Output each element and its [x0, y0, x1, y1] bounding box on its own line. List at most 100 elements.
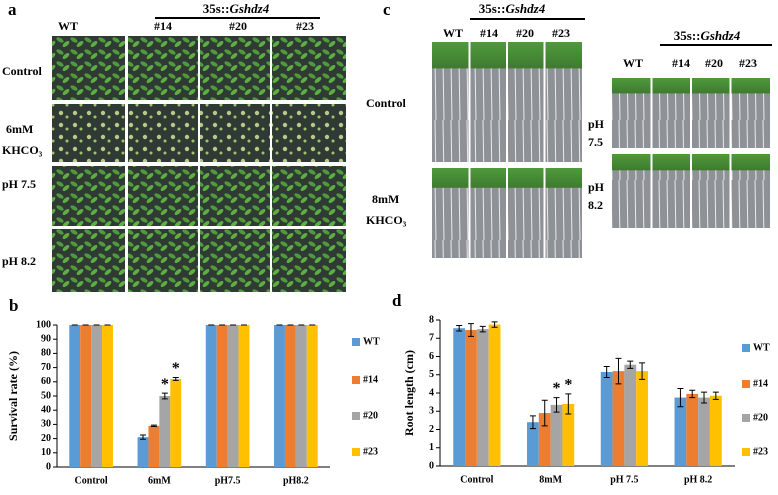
- error-bar: [541, 399, 548, 427]
- photo: [200, 36, 270, 100]
- legend-label: #14: [363, 374, 378, 385]
- error-bar: [677, 387, 684, 408]
- legend-label: #23: [753, 446, 768, 457]
- legend-swatch: [742, 448, 750, 456]
- row-label: 8mM: [372, 192, 399, 206]
- bar: [216, 325, 228, 467]
- legend-label: #20: [363, 410, 378, 421]
- y-tick-label: 40: [41, 404, 51, 415]
- x-tick-label: 8mM: [539, 474, 562, 485]
- bar: [636, 371, 648, 466]
- bar: [612, 371, 625, 466]
- row-label: pH: [588, 117, 605, 131]
- photo: [128, 36, 198, 100]
- significance-mark: *: [172, 360, 180, 377]
- bar: [170, 378, 182, 467]
- legend-label: WT: [753, 342, 770, 353]
- error-bar: [161, 392, 168, 400]
- column-label: #20: [516, 26, 534, 40]
- x-tick-label: Control: [75, 475, 108, 486]
- bar: [562, 403, 575, 466]
- bar: [600, 372, 613, 466]
- panel-label: b: [9, 296, 18, 315]
- x-tick-label: pH 8.2: [684, 474, 712, 485]
- legend-swatch: [352, 338, 360, 346]
- header: 35s::Gshdz4: [203, 1, 270, 16]
- y-tick-label: 70: [41, 362, 51, 373]
- bar: [306, 325, 318, 467]
- row-label: KHCO₃: [2, 143, 43, 157]
- bar: [686, 393, 699, 466]
- bar: [148, 425, 160, 467]
- photo: [128, 229, 198, 292]
- bar: [205, 325, 217, 467]
- significance-mark: *: [161, 376, 169, 393]
- bar: [698, 397, 710, 466]
- bar: [69, 325, 81, 467]
- y-tick-label: 8: [429, 314, 434, 325]
- legend-swatch: [742, 344, 750, 352]
- error-bar: [172, 377, 179, 381]
- photo: [52, 229, 125, 292]
- y-tick-label: 50: [41, 390, 51, 401]
- photo: [52, 166, 125, 226]
- bar: [284, 325, 296, 467]
- bar: [227, 325, 239, 467]
- error-bar: [150, 424, 157, 428]
- significance-mark: *: [564, 377, 572, 394]
- y-axis-label: Root length (cm): [402, 350, 416, 436]
- error-bar: [639, 362, 646, 380]
- y-tick-label: 100: [36, 319, 51, 330]
- error-bar: [689, 389, 696, 399]
- y-tick-label: 10: [41, 447, 51, 458]
- column-label: #23: [296, 19, 314, 33]
- column-label: #23: [739, 56, 757, 70]
- y-tick-label: 0: [429, 460, 434, 471]
- error-bar: [467, 323, 474, 337]
- header: 35s::Gshdz4: [674, 28, 741, 43]
- column-label: #14: [672, 56, 690, 70]
- header-gene: Gshdz4: [505, 1, 545, 16]
- header-prefix: 35s::: [203, 1, 230, 16]
- header-prefix: 35s::: [479, 1, 506, 16]
- bar: [102, 325, 113, 467]
- column-label: #14: [480, 26, 498, 40]
- bar: [465, 330, 477, 466]
- y-tick-label: 0: [46, 461, 51, 472]
- error-bar: [479, 325, 486, 333]
- header: 35s::Gshdz4: [479, 1, 546, 16]
- bar: [91, 325, 103, 467]
- error-bar: [456, 324, 463, 332]
- y-tick-label: 20: [41, 433, 51, 444]
- y-tick-label: 80: [41, 348, 51, 359]
- panel-label: c: [383, 0, 391, 19]
- column-label: #20: [705, 56, 723, 70]
- bar: [137, 437, 149, 467]
- legend-label: #23: [363, 446, 378, 457]
- x-tick-label: pH7.5: [215, 475, 241, 486]
- y-tick-label: 3: [429, 406, 434, 417]
- error-bar: [627, 360, 634, 369]
- column-label: WT: [623, 56, 643, 70]
- photo: [200, 104, 270, 162]
- legend-label: #14: [753, 378, 768, 389]
- x-tick-label: pH 7.5: [610, 474, 638, 485]
- bar: [550, 404, 563, 466]
- header-prefix: 35s::: [674, 28, 701, 43]
- header-gene: Gshdz4: [229, 1, 269, 16]
- photo: [200, 229, 270, 292]
- row-label: 6mM: [6, 122, 33, 136]
- column-label: #23: [552, 26, 570, 40]
- column-label: #20: [229, 19, 247, 33]
- legend-label: WT: [363, 336, 380, 347]
- error-bar: [712, 391, 719, 400]
- row-label: 7.5: [588, 135, 603, 149]
- y-tick-label: 30: [41, 419, 51, 430]
- bar: [488, 324, 501, 466]
- bar: [453, 328, 466, 466]
- y-tick-label: 7: [429, 333, 434, 344]
- error-bar: [701, 391, 708, 404]
- error-bar: [553, 397, 560, 413]
- photo: [272, 166, 346, 226]
- error-bar: [491, 321, 498, 328]
